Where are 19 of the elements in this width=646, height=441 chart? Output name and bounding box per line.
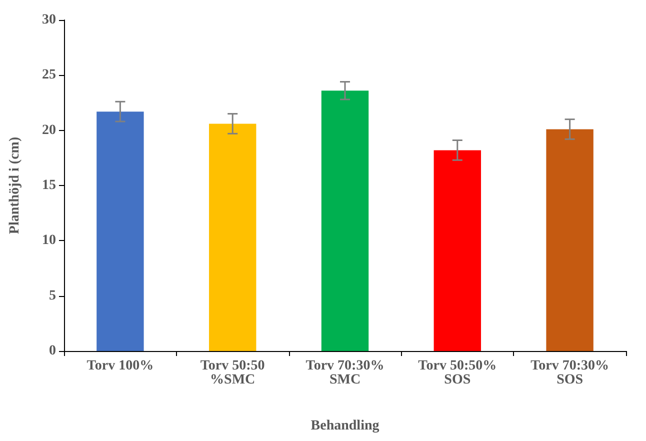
x-tick-label: Torv 50:50 %SMC: [200, 358, 265, 388]
bar: [434, 150, 482, 351]
x-axis-title: Behandling: [310, 418, 380, 434]
bar: [546, 129, 594, 351]
y-tick-label: 10: [42, 233, 56, 248]
y-tick-label: 5: [49, 288, 56, 304]
x-tick-label: Torv 70:30% SMC: [306, 358, 384, 388]
y-tick-label: 20: [42, 122, 56, 138]
y-tick-label: 0: [49, 344, 56, 358]
bar: [321, 90, 369, 351]
x-tick-label: Torv 50:50% SOS: [418, 358, 497, 388]
x-tick-label: Torv 70:30% SOS: [530, 358, 610, 388]
y-tick-label: 15: [42, 178, 56, 193]
y-tick-label: 25: [42, 68, 56, 83]
y-tick-label: 30: [42, 12, 56, 28]
bar: [208, 124, 256, 351]
x-tick-label: Torv 100%: [86, 358, 154, 374]
y-axis-title: Planthöjd i (cm): [8, 136, 22, 234]
bar: [96, 112, 144, 351]
